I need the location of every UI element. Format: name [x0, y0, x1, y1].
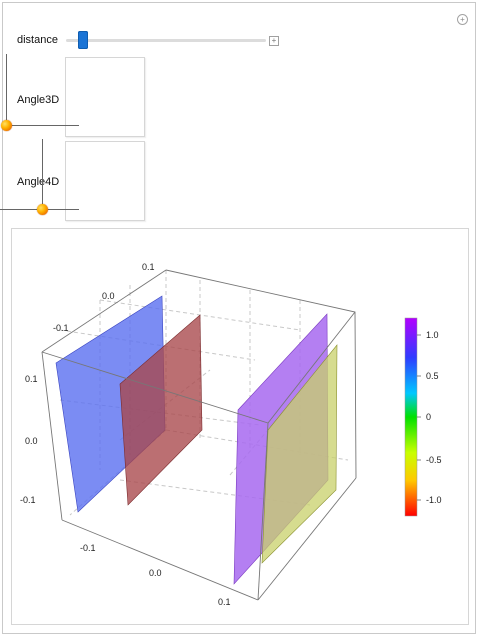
plane-yellow	[261, 344, 338, 564]
legend-tick-3: 0	[426, 412, 431, 422]
angle4d-locator-vline	[42, 139, 43, 210]
tick-top-1: 0.1	[142, 262, 155, 272]
box-front-edges	[41, 269, 357, 601]
tick-left-1: 0.1	[25, 374, 38, 384]
legend-tick-4: -0.5	[426, 455, 442, 465]
tick-bottom-2: 0.0	[149, 568, 162, 578]
colorbar-ticks	[417, 334, 421, 501]
legend-tick-5: -1.0	[426, 495, 442, 505]
angle3d-label: Angle3D	[17, 94, 60, 106]
angle4d-label: Angle4D	[17, 176, 60, 188]
tick-left-3: -0.1	[20, 495, 36, 505]
distance-slider-track[interactable]	[66, 39, 266, 42]
distance-expand-button[interactable]: +	[269, 36, 279, 46]
angle3d-locator-vline	[6, 54, 7, 126]
angle4d-locator-handle[interactable]	[37, 204, 48, 215]
distance-slider-thumb[interactable]	[78, 31, 88, 49]
distance-label: distance	[17, 34, 58, 46]
tick-left-2: 0.0	[25, 436, 38, 446]
legend-tick-1: 1.0	[426, 330, 439, 340]
colorbar	[404, 317, 418, 517]
options-icon[interactable]: +	[457, 14, 468, 25]
tick-bottom-3: 0.1	[218, 597, 231, 607]
tick-bottom-1: -0.1	[80, 543, 96, 553]
tick-top-2: 0.0	[102, 291, 115, 301]
angle3d-locator-hline	[6, 125, 79, 126]
angle3d-locator-handle[interactable]	[1, 120, 12, 131]
plane-red	[119, 314, 203, 506]
tick-top-3: -0.1	[53, 323, 69, 333]
legend-tick-2: 0.5	[426, 371, 439, 381]
angle3d-pad[interactable]	[65, 57, 145, 137]
angle4d-pad[interactable]	[65, 141, 145, 221]
